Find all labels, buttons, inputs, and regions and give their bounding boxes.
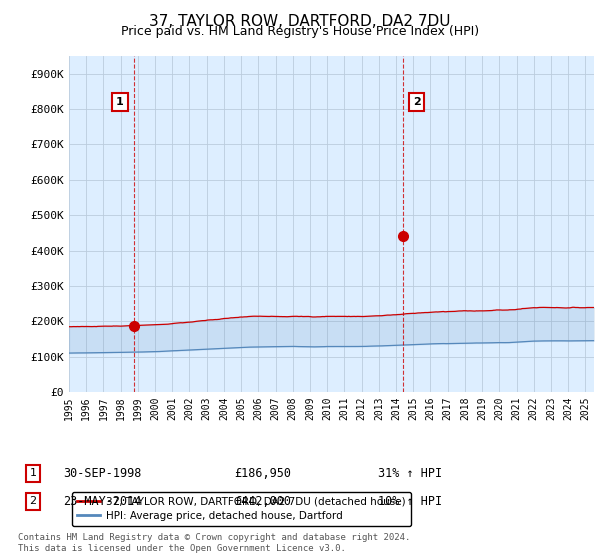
Text: 23-MAY-2014: 23-MAY-2014 <box>63 494 142 508</box>
Text: 1: 1 <box>29 468 37 478</box>
Text: 30-SEP-1998: 30-SEP-1998 <box>63 466 142 480</box>
Text: 2: 2 <box>413 97 421 107</box>
Text: 2: 2 <box>29 496 37 506</box>
Text: £442,000: £442,000 <box>234 494 291 508</box>
Text: Price paid vs. HM Land Registry's House Price Index (HPI): Price paid vs. HM Land Registry's House … <box>121 25 479 38</box>
Text: 37, TAYLOR ROW, DARTFORD, DA2 7DU: 37, TAYLOR ROW, DARTFORD, DA2 7DU <box>149 14 451 29</box>
Legend: 37, TAYLOR ROW, DARTFORD, DA2 7DU (detached house), HPI: Average price, detached: 37, TAYLOR ROW, DARTFORD, DA2 7DU (detac… <box>71 492 411 526</box>
Text: £186,950: £186,950 <box>234 466 291 480</box>
Text: 10% ↑ HPI: 10% ↑ HPI <box>378 494 442 508</box>
Text: Contains HM Land Registry data © Crown copyright and database right 2024.
This d: Contains HM Land Registry data © Crown c… <box>18 533 410 553</box>
Text: 31% ↑ HPI: 31% ↑ HPI <box>378 466 442 480</box>
Text: 1: 1 <box>116 97 124 107</box>
